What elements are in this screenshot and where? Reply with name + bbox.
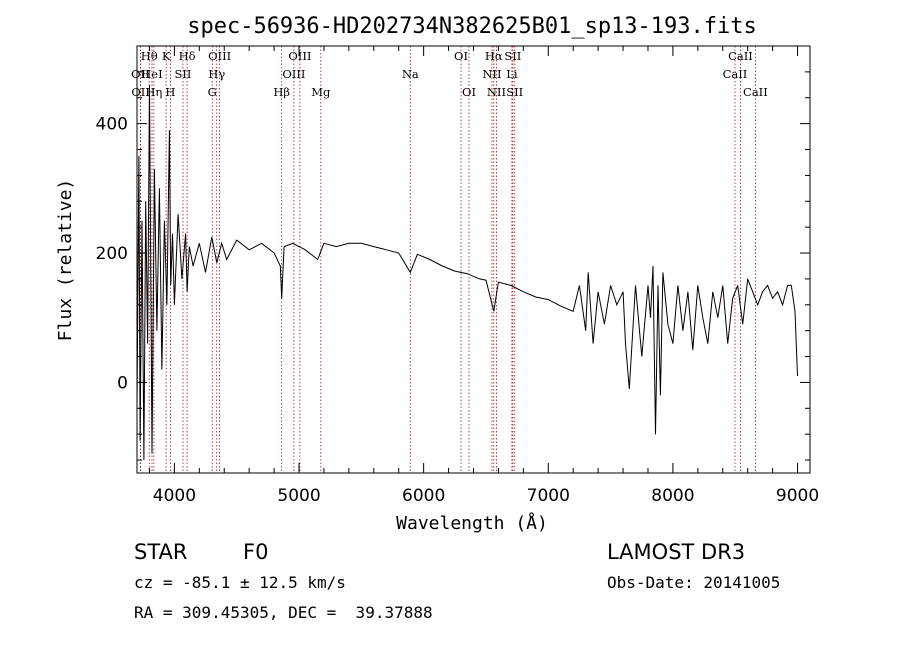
line-label: Li [506, 67, 518, 81]
y-tick-label: 400 [96, 115, 128, 135]
line-label: CaII [743, 85, 768, 99]
line-label: K [162, 49, 171, 63]
line-label: Hθ [141, 49, 158, 63]
line-label: SII [506, 85, 523, 99]
line-label: G [208, 85, 217, 99]
line-label: CaII [723, 67, 748, 81]
line-label: Hη [145, 85, 162, 99]
x-tick-label: 8000 [651, 486, 694, 506]
line-label: OI [454, 49, 468, 63]
object-subclass: F0 [243, 540, 269, 564]
line-label: H [165, 85, 175, 99]
observation-date: Obs-Date: 20141005 [607, 573, 781, 592]
line-label: CaII [728, 49, 753, 63]
line-label: Hα [485, 49, 503, 63]
x-axis-label: Wavelength (Å) [396, 512, 548, 534]
line-label: Hβ [273, 85, 290, 99]
y-tick-label: 200 [96, 244, 128, 264]
line-label: OIII [288, 49, 311, 63]
x-tick-label: 6000 [402, 486, 445, 506]
line-label: OIII [282, 67, 305, 81]
line-label: NII [487, 85, 506, 99]
line-label: NII [482, 67, 501, 81]
line-label: HeI [141, 67, 162, 81]
axes: 4000 5000 6000 7000 8000 9000 0 200 400 [96, 46, 819, 506]
line-label: SII [504, 49, 521, 63]
series-flux-line [136, 84, 798, 461]
x-tick-label: 4000 [153, 486, 196, 506]
x-tick-label: 9000 [776, 486, 819, 506]
redshift-cz: cz = -85.1 ± 12.5 km/s [134, 573, 346, 592]
y-axis-label: Flux (relative) [55, 179, 76, 342]
object-class: STAR [134, 540, 188, 564]
y-tick-label: 0 [117, 373, 128, 393]
x-tick-label: 7000 [527, 486, 570, 506]
line-label: Hδ [179, 49, 196, 63]
line-label: OIII [208, 49, 231, 63]
line-label: Hγ [208, 67, 225, 81]
line-label: Mg [311, 85, 331, 99]
line-label: Na [402, 67, 419, 81]
line-label: OI [462, 85, 476, 99]
chart-title: spec-56936-HD202734N382625B01_sp13-193.f… [187, 14, 757, 39]
x-tick-label: 5000 [277, 486, 320, 506]
plot-area [136, 84, 798, 461]
plot-frame [136, 45, 811, 474]
line-label: SII [175, 67, 192, 81]
line-label: OII [131, 85, 150, 99]
coordinates: RA = 309.45305, DEC = 39.37888 [134, 603, 433, 622]
survey-release: LAMOST DR3 [607, 540, 746, 564]
